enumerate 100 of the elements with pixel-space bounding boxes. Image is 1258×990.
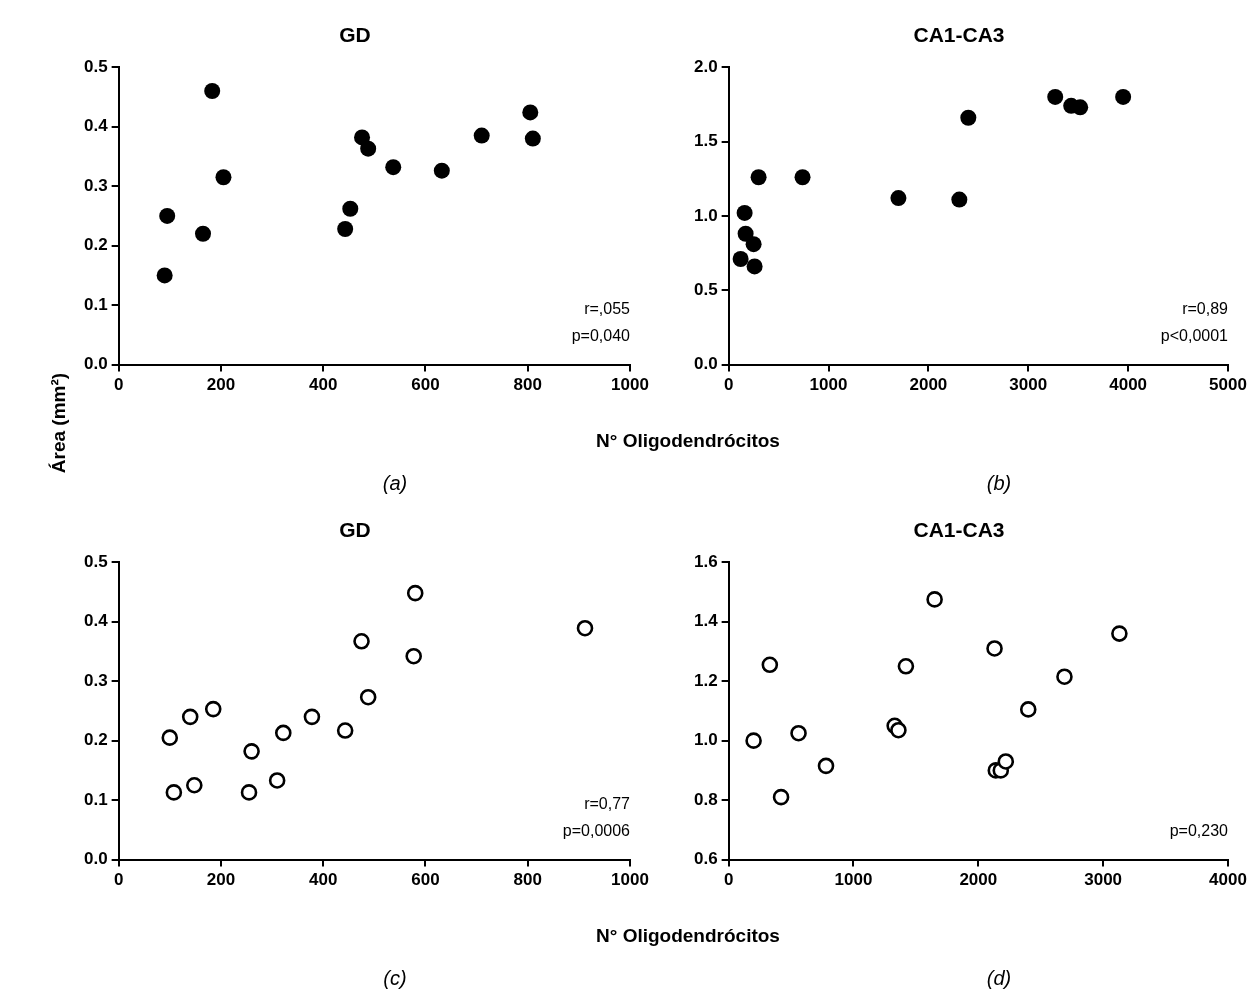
point [1111, 625, 1128, 642]
point [204, 700, 222, 718]
point [732, 251, 749, 268]
y-tick-label: 1.0 [693, 730, 718, 750]
x-tick-label: 400 [308, 870, 338, 890]
y-tick-label: 1.0 [693, 205, 718, 225]
x-axis-title: N° Oligodendrócitos [595, 925, 781, 947]
x-tick-label: 200 [206, 375, 236, 395]
chart-title: CA1-CA3 [913, 23, 1005, 47]
point [165, 784, 183, 801]
y-tick-label: 0.2 [83, 730, 108, 750]
point [303, 708, 321, 726]
annotation: r=,055 [584, 299, 631, 317]
annotation: p=0,230 [1169, 821, 1229, 839]
point [736, 204, 753, 221]
x-tick-label: 400 [308, 375, 338, 395]
point [156, 267, 173, 284]
annotation: p=0,040 [571, 326, 631, 344]
x-tick-label: 0 [113, 870, 124, 890]
point [268, 772, 286, 789]
y-tick-label: 1.5 [693, 131, 718, 151]
y-tick-label: 0.2 [83, 235, 108, 255]
point [1056, 668, 1073, 685]
point [406, 584, 424, 602]
point [360, 140, 377, 157]
y-axis-title: Área (mm²) [48, 372, 71, 473]
point [960, 109, 977, 126]
point [790, 724, 807, 742]
point [750, 169, 767, 186]
point [215, 169, 232, 186]
y-tick-label: 0.6 [693, 849, 718, 869]
point [195, 225, 212, 242]
x-tick-label: 2000 [959, 870, 998, 890]
x-tick-label: 1000 [809, 375, 848, 395]
chart-title: GD [339, 518, 371, 542]
x-tick-label: 800 [513, 375, 542, 395]
y-tick-label: 0.3 [83, 670, 108, 690]
y-tick-label: 0.1 [83, 789, 108, 809]
point [353, 633, 370, 650]
point [1115, 88, 1132, 105]
y-tick-label: 0.5 [693, 279, 718, 299]
y-tick-label: 0.5 [83, 56, 108, 76]
x-tick-label: 3000 [1084, 870, 1123, 890]
point [890, 190, 907, 207]
y-tick-label: 0.0 [693, 354, 718, 374]
y-tick-label: 0.1 [83, 294, 108, 314]
x-tick-label: 4000 [1109, 375, 1148, 395]
point [997, 753, 1015, 770]
point [1019, 701, 1037, 718]
point [473, 127, 490, 144]
point [737, 225, 754, 242]
annotation: p=0,0006 [562, 821, 631, 839]
text: (c) [382, 967, 408, 990]
x-tick-label: 5000 [1209, 375, 1247, 395]
y-tick-label: 0.0 [83, 354, 108, 374]
y-tick-label: 0.8 [693, 789, 718, 809]
x-tick-label: 0 [113, 375, 124, 395]
y-tick-label: 1.6 [693, 551, 718, 571]
point [337, 220, 354, 237]
annotation: p<0,0001 [1160, 326, 1229, 344]
x-axis-title: N° Oligodendrócitos [595, 430, 781, 452]
point [159, 207, 176, 224]
y-tick-label: 0.4 [83, 116, 109, 136]
point [433, 162, 450, 179]
point [385, 159, 402, 176]
y-tick-label: 0.5 [83, 551, 108, 571]
text: (d) [985, 967, 1013, 990]
point [204, 82, 221, 99]
annotation: r=0,77 [584, 794, 631, 812]
point [1047, 88, 1064, 105]
point [522, 104, 539, 121]
x-tick-label: 200 [206, 870, 236, 890]
point [240, 784, 258, 801]
y-tick-label: 1.4 [693, 611, 719, 631]
x-tick-label: 1000 [834, 870, 873, 890]
point [181, 708, 199, 726]
y-tick-label: 1.2 [693, 670, 718, 690]
point [342, 200, 359, 217]
x-tick-label: 3000 [1009, 375, 1048, 395]
point [405, 647, 422, 665]
chart-title: CA1-CA3 [913, 518, 1005, 542]
y-tick-label: 0.4 [83, 611, 109, 631]
y-tick-label: 0.0 [83, 849, 108, 869]
x-tick-label: 600 [411, 375, 440, 395]
text: (a) [381, 472, 409, 495]
point [951, 191, 968, 208]
point [745, 732, 762, 749]
point [890, 721, 907, 739]
chart-title: GD [339, 23, 371, 47]
x-tick-label: 0 [723, 375, 734, 395]
point [746, 258, 763, 275]
point [576, 619, 594, 637]
point [817, 757, 835, 775]
x-tick-label: 4000 [1209, 870, 1247, 890]
point [772, 788, 790, 806]
point [986, 640, 1003, 657]
point [524, 130, 541, 147]
x-tick-label: 800 [513, 870, 542, 890]
point [1072, 99, 1089, 116]
point [926, 591, 943, 608]
